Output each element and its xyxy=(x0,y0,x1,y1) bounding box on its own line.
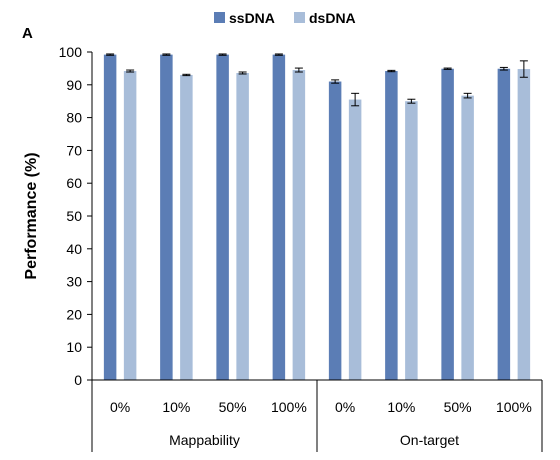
y-tick-label-9: 90 xyxy=(66,77,82,93)
error-bar-ssdna-0 xyxy=(106,53,115,56)
bar-ssdna-6 xyxy=(441,68,454,380)
error-bar-ssdna-5 xyxy=(387,69,396,73)
y-tick-label-8: 80 xyxy=(66,110,82,126)
x-tick-label-6: 50% xyxy=(444,399,472,415)
bar-ssdna-0 xyxy=(103,54,117,381)
error-bar-dsdna-1 xyxy=(182,73,191,77)
y-tick-label-4: 40 xyxy=(66,241,82,257)
error-bar-dsdna-4 xyxy=(351,92,360,107)
legend-swatch-ssdna xyxy=(214,12,225,23)
bar-ssdna-7 xyxy=(497,68,511,380)
x-tick-label-0: 0% xyxy=(110,399,130,415)
group-label-mappability: Mappability xyxy=(169,432,240,448)
error-bar-dsdna-6 xyxy=(463,92,472,99)
y-tick-label-2: 20 xyxy=(66,306,82,322)
group-label-on-target: On-target xyxy=(400,432,459,448)
error-bar-dsdna-0 xyxy=(126,69,135,73)
x-tick-label-4: 0% xyxy=(335,399,355,415)
bar-dsdna-3 xyxy=(292,70,306,380)
x-tick-label-2: 50% xyxy=(219,399,247,415)
y-tick-label-10: 100 xyxy=(59,44,83,60)
error-bar-dsdna-2 xyxy=(238,71,247,75)
panel-label: A xyxy=(22,25,33,42)
x-tick-label-3: 100% xyxy=(271,399,307,415)
bar-ssdna-3 xyxy=(272,54,286,381)
legend-label-ssdna: ssDNA xyxy=(229,10,275,26)
bar-ssdna-1 xyxy=(160,54,173,381)
y-axis-label: Performance (%) xyxy=(23,152,40,279)
error-bar-dsdna-7 xyxy=(519,60,528,78)
legend-label-dsdna: dsDNA xyxy=(309,10,356,26)
bars xyxy=(103,54,531,381)
error-bars xyxy=(106,53,528,107)
legend: ssDNA dsDNA xyxy=(214,10,356,26)
y-tick-label-6: 60 xyxy=(66,175,82,191)
bar-dsdna-4 xyxy=(348,99,362,380)
bar-ssdna-4 xyxy=(328,81,342,381)
y-tick-label-1: 10 xyxy=(66,339,82,355)
y-axis-ticks: 0 10 20 30 40 50 60 70 80 90 100 xyxy=(59,44,92,388)
y-tick-label-0: 0 xyxy=(74,372,82,388)
error-bar-ssdna-7 xyxy=(499,66,508,71)
x-tick-label-7: 100% xyxy=(496,399,532,415)
y-tick-label-7: 70 xyxy=(66,142,82,158)
error-bar-ssdna-3 xyxy=(274,53,283,56)
bar-dsdna-2 xyxy=(236,72,249,380)
axis-frame xyxy=(91,52,543,452)
error-bar-ssdna-4 xyxy=(331,79,340,84)
bar-dsdna-5 xyxy=(405,101,418,380)
error-bar-ssdna-6 xyxy=(443,67,452,70)
legend-swatch-dsdna xyxy=(294,12,305,23)
y-tick-label-5: 50 xyxy=(66,208,82,224)
bar-ssdna-2 xyxy=(216,54,229,381)
error-bar-ssdna-2 xyxy=(218,53,227,56)
y-tick-label-3: 30 xyxy=(66,274,82,290)
x-tick-label-1: 10% xyxy=(162,399,190,415)
error-bar-ssdna-1 xyxy=(162,53,171,56)
bar-dsdna-0 xyxy=(123,71,137,381)
error-bar-dsdna-5 xyxy=(407,98,416,104)
x-tick-label-5: 10% xyxy=(387,399,415,415)
bar-dsdna-6 xyxy=(461,95,474,381)
bar-ssdna-5 xyxy=(385,71,398,381)
bar-dsdna-1 xyxy=(180,74,193,381)
error-bar-dsdna-3 xyxy=(294,67,303,73)
x-axis-labels: 0% 10% 50% 100% 0% 10% 50% 100% Mappability On-ta… xyxy=(110,399,532,448)
bar-dsdna-7 xyxy=(517,69,531,380)
